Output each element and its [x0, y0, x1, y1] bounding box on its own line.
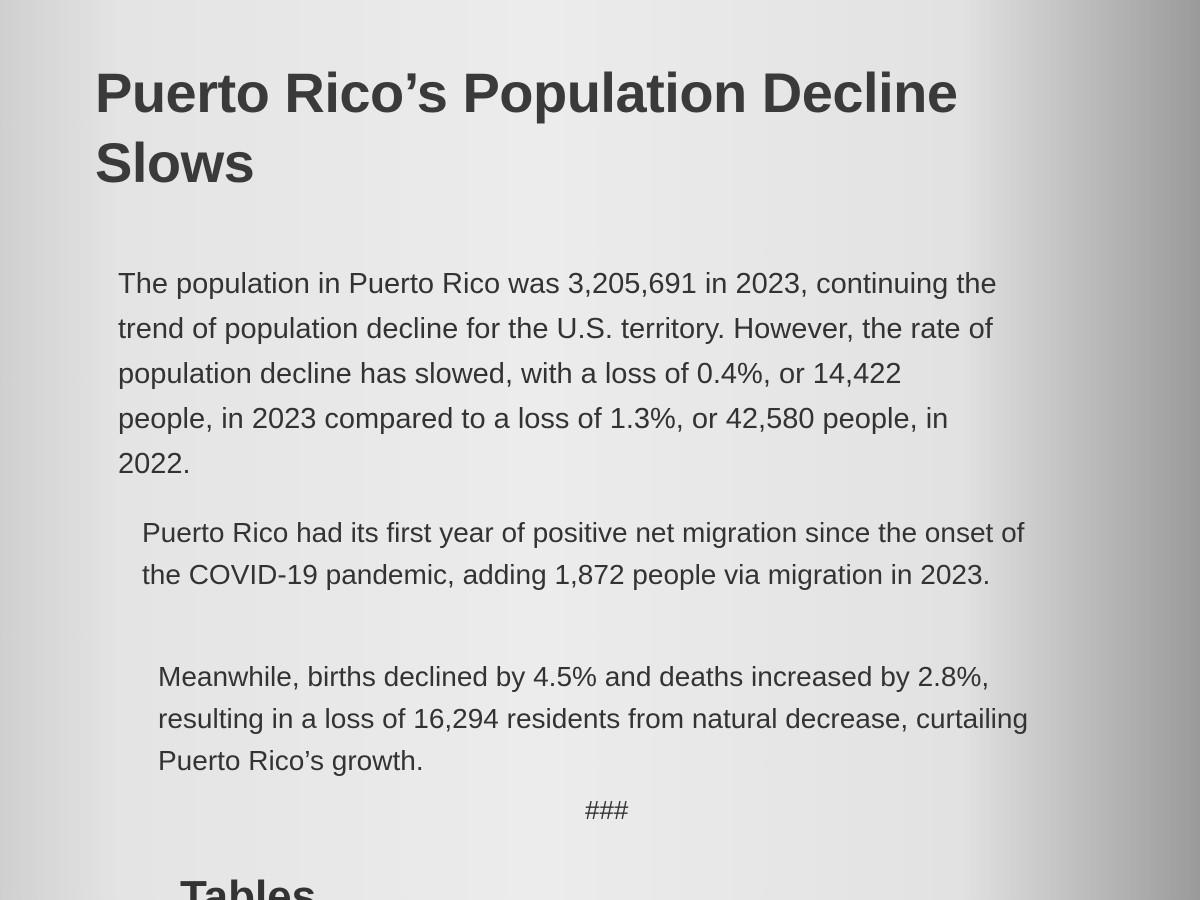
- page-title: Puerto Rico’s Population Decline Slows: [95, 61, 958, 194]
- paragraph: Puerto Rico had its first year of positi…: [142, 517, 1025, 590]
- separator: ###: [585, 795, 629, 825]
- paragraph: The population in Puerto Rico was 3,205,…: [118, 268, 997, 480]
- paragraph: Meanwhile, births declined by 4.5% and d…: [158, 661, 1029, 776]
- section-heading: Tables: [180, 872, 317, 900]
